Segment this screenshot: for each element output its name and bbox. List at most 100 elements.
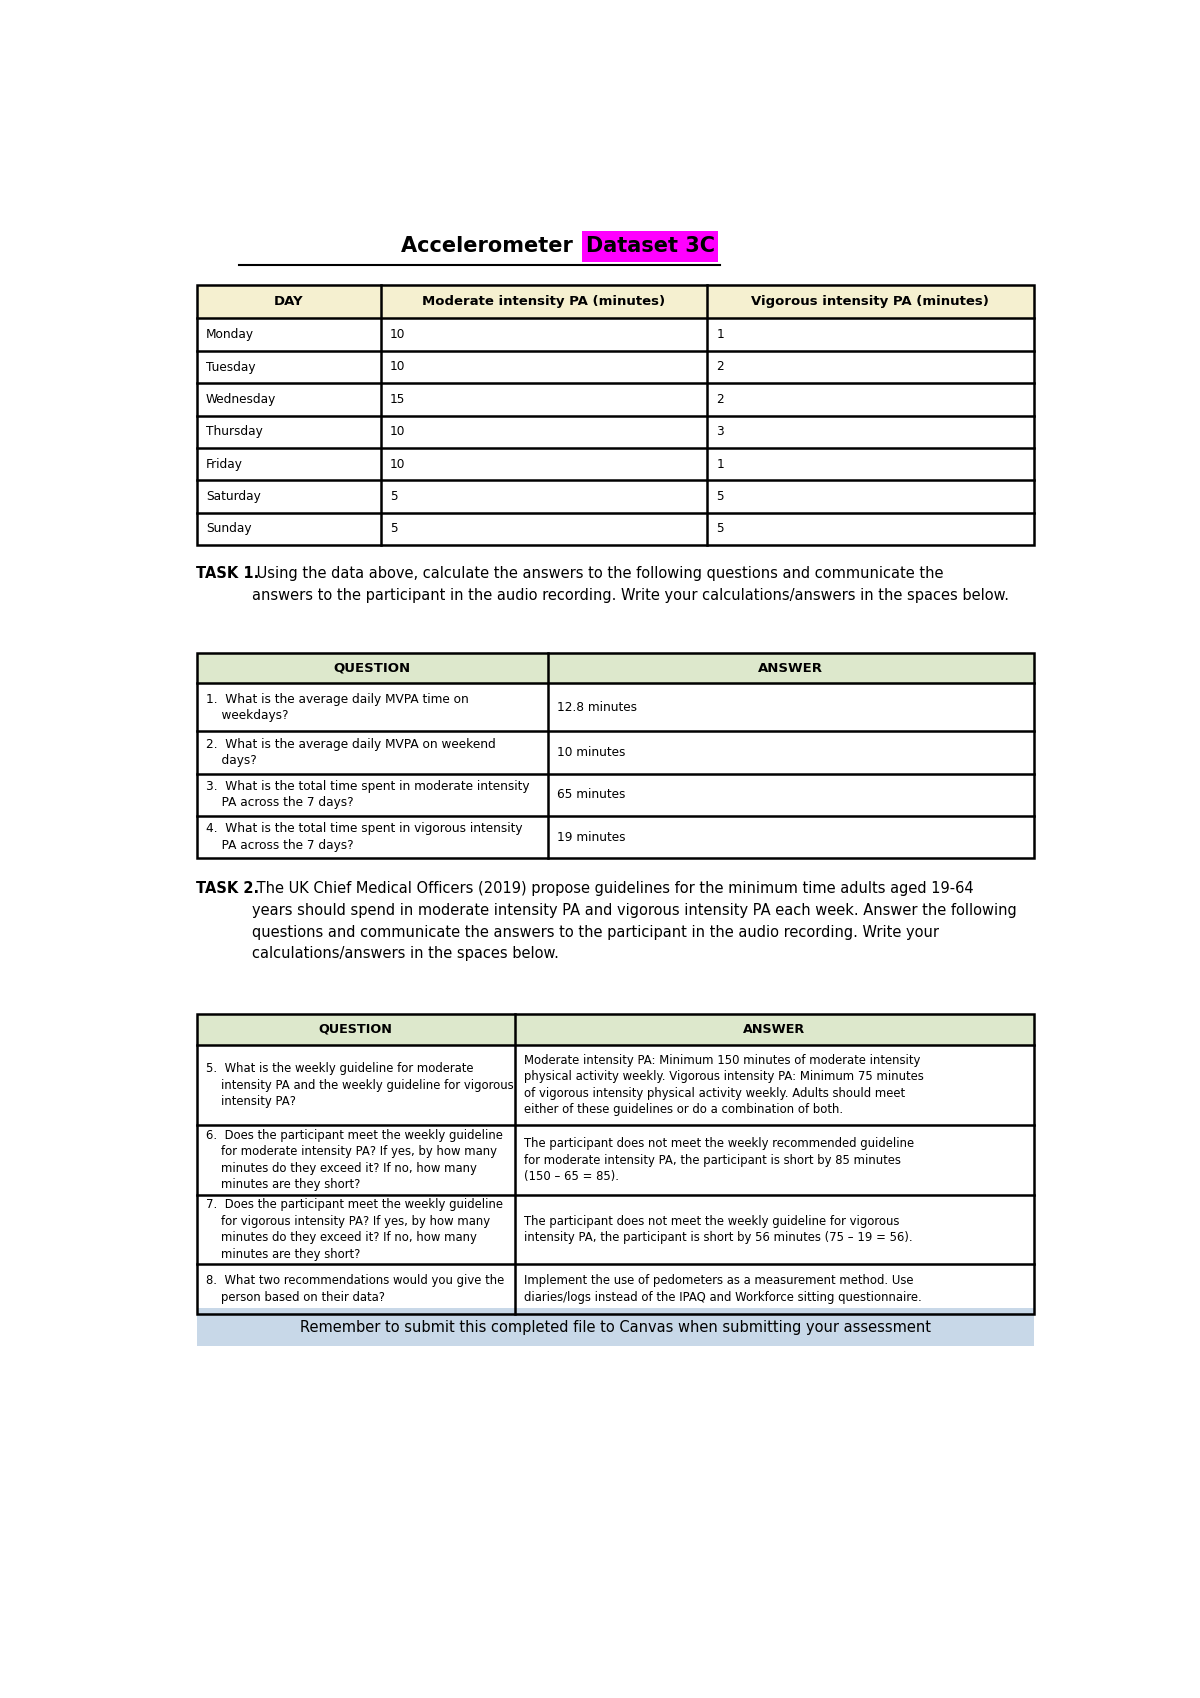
Bar bbox=[548, 774, 1033, 817]
Bar bbox=[515, 1195, 1033, 1263]
Text: Friday: Friday bbox=[206, 457, 242, 470]
Bar bbox=[380, 351, 707, 384]
Text: 7.  Does the participant meet the weekly guideline
    for vigorous intensity PA: 7. Does the participant meet the weekly … bbox=[206, 1199, 503, 1260]
Bar bbox=[197, 1263, 515, 1314]
Text: 12.8 minutes: 12.8 minutes bbox=[557, 701, 637, 713]
Bar bbox=[197, 652, 548, 684]
Text: ANSWER: ANSWER bbox=[758, 662, 823, 674]
Bar bbox=[380, 448, 707, 481]
Text: Tuesday: Tuesday bbox=[206, 360, 256, 374]
Text: 2: 2 bbox=[716, 392, 724, 406]
Text: 15: 15 bbox=[390, 392, 406, 406]
Bar bbox=[380, 481, 707, 513]
Text: 5: 5 bbox=[716, 523, 724, 535]
Text: 19 minutes: 19 minutes bbox=[557, 830, 626, 844]
Text: 4.  What is the total time spent in vigorous intensity
    PA across the 7 days?: 4. What is the total time spent in vigor… bbox=[206, 822, 522, 852]
Bar bbox=[197, 1014, 515, 1044]
Text: The UK Chief Medical Officers (2019) propose guidelines for the minimum time adu: The UK Chief Medical Officers (2019) pro… bbox=[252, 881, 1018, 961]
Text: Moderate intensity PA (minutes): Moderate intensity PA (minutes) bbox=[422, 295, 666, 307]
Text: Sunday: Sunday bbox=[206, 523, 251, 535]
Text: 5.  What is the weekly guideline for moderate
    intensity PA and the weekly gu: 5. What is the weekly guideline for mode… bbox=[206, 1061, 514, 1109]
Text: 10: 10 bbox=[390, 328, 406, 341]
Bar bbox=[197, 416, 380, 448]
Bar bbox=[197, 684, 548, 732]
Text: Saturday: Saturday bbox=[206, 489, 260, 503]
Bar bbox=[197, 1014, 1033, 1314]
Bar bbox=[515, 1044, 1033, 1126]
Bar bbox=[380, 513, 707, 545]
Text: 5: 5 bbox=[390, 489, 397, 503]
Bar bbox=[707, 285, 1033, 319]
Text: 2.  What is the average daily MVPA on weekend
    days?: 2. What is the average daily MVPA on wee… bbox=[206, 737, 496, 767]
Bar bbox=[197, 351, 380, 384]
Bar bbox=[197, 1307, 1033, 1347]
Text: Vigorous intensity PA (minutes): Vigorous intensity PA (minutes) bbox=[751, 295, 989, 307]
Bar bbox=[515, 1014, 1033, 1044]
Text: QUESTION: QUESTION bbox=[318, 1022, 392, 1036]
Bar bbox=[707, 481, 1033, 513]
Bar bbox=[582, 231, 718, 261]
Bar bbox=[197, 1126, 515, 1195]
Bar bbox=[197, 1195, 515, 1263]
Text: ANSWER: ANSWER bbox=[743, 1022, 805, 1036]
Text: 5: 5 bbox=[390, 523, 397, 535]
Bar bbox=[197, 817, 548, 857]
Bar bbox=[515, 1263, 1033, 1314]
Bar bbox=[197, 1044, 515, 1126]
Bar bbox=[515, 1126, 1033, 1195]
Bar bbox=[197, 384, 380, 416]
Bar bbox=[707, 448, 1033, 481]
Bar bbox=[197, 481, 380, 513]
Text: 3.  What is the total time spent in moderate intensity
    PA across the 7 days?: 3. What is the total time spent in moder… bbox=[206, 779, 529, 810]
Text: The participant does not meet the weekly guideline for vigorous
intensity PA, th: The participant does not meet the weekly… bbox=[524, 1214, 912, 1245]
Text: 1: 1 bbox=[716, 328, 724, 341]
Bar bbox=[197, 652, 1033, 857]
Bar bbox=[197, 448, 380, 481]
Text: Remember to submit this completed file to Canvas when submitting your assessment: Remember to submit this completed file t… bbox=[300, 1319, 930, 1335]
Text: Moderate intensity PA: Minimum 150 minutes of moderate intensity
physical activi: Moderate intensity PA: Minimum 150 minut… bbox=[524, 1054, 924, 1116]
Text: Implement the use of pedometers as a measurement method. Use
diaries/logs instea: Implement the use of pedometers as a mea… bbox=[524, 1274, 922, 1304]
Bar bbox=[707, 351, 1033, 384]
Bar bbox=[197, 285, 380, 319]
Bar bbox=[548, 652, 1033, 684]
Text: 10: 10 bbox=[390, 457, 406, 470]
Bar bbox=[707, 416, 1033, 448]
Text: Accelerometer: Accelerometer bbox=[401, 236, 580, 256]
Text: 1.  What is the average daily MVPA time on
    weekdays?: 1. What is the average daily MVPA time o… bbox=[206, 693, 468, 722]
Text: The participant does not meet the weekly recommended guideline
for moderate inte: The participant does not meet the weekly… bbox=[524, 1138, 914, 1184]
Text: Monday: Monday bbox=[206, 328, 254, 341]
Text: 65 minutes: 65 minutes bbox=[557, 788, 625, 801]
Text: 3: 3 bbox=[716, 424, 724, 438]
Bar bbox=[707, 384, 1033, 416]
Bar bbox=[197, 319, 380, 351]
Text: 10: 10 bbox=[390, 424, 406, 438]
Text: Dataset 3C: Dataset 3C bbox=[586, 236, 715, 256]
Bar bbox=[197, 774, 548, 817]
Text: 6.  Does the participant meet the weekly guideline
    for moderate intensity PA: 6. Does the participant meet the weekly … bbox=[206, 1129, 503, 1192]
Text: TASK 2.: TASK 2. bbox=[197, 881, 259, 897]
Text: DAY: DAY bbox=[274, 295, 304, 307]
Bar bbox=[380, 319, 707, 351]
Bar bbox=[707, 319, 1033, 351]
Text: 5: 5 bbox=[716, 489, 724, 503]
Text: 2: 2 bbox=[716, 360, 724, 374]
Bar bbox=[548, 732, 1033, 774]
Text: 10 minutes: 10 minutes bbox=[557, 745, 625, 759]
Text: Wednesday: Wednesday bbox=[206, 392, 276, 406]
Bar bbox=[197, 732, 548, 774]
Bar bbox=[548, 684, 1033, 732]
Text: Thursday: Thursday bbox=[206, 424, 263, 438]
Text: 8.  What two recommendations would you give the
    person based on their data?: 8. What two recommendations would you gi… bbox=[206, 1274, 504, 1304]
Bar bbox=[197, 285, 1033, 545]
Bar bbox=[548, 817, 1033, 857]
Bar bbox=[380, 384, 707, 416]
Text: 10: 10 bbox=[390, 360, 406, 374]
Bar bbox=[380, 416, 707, 448]
Text: QUESTION: QUESTION bbox=[334, 662, 410, 674]
Text: Using the data above, calculate the answers to the following questions and commu: Using the data above, calculate the answ… bbox=[252, 567, 1009, 603]
Text: 1: 1 bbox=[716, 457, 724, 470]
Bar bbox=[707, 513, 1033, 545]
Text: TASK 1.: TASK 1. bbox=[197, 567, 259, 581]
Bar bbox=[380, 285, 707, 319]
Bar bbox=[197, 513, 380, 545]
